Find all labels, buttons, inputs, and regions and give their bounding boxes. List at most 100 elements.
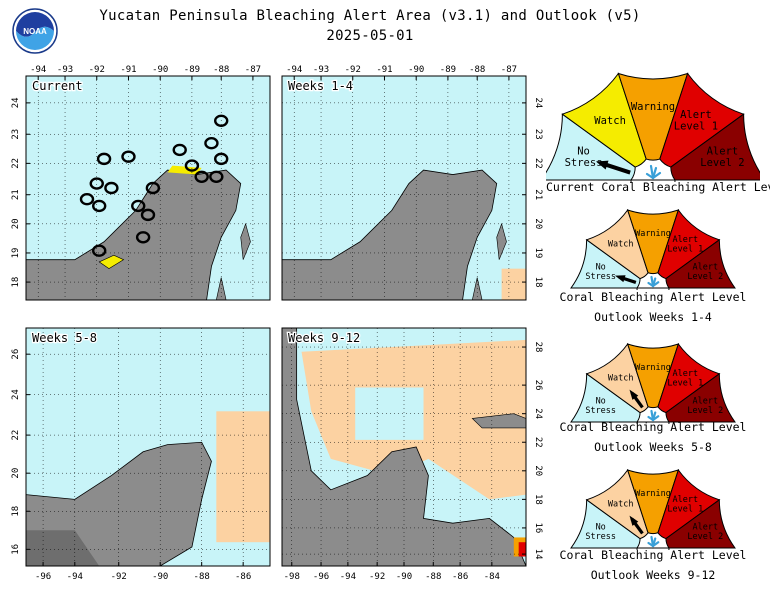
gauge-caption-weeks-1-4-line2: Outlook Weeks 1-4	[594, 310, 712, 324]
gauge-current: No Stress Watch Warning Alert Level 1 Alert Lev…	[540, 64, 766, 203]
lat-tick-label: 16	[533, 522, 543, 533]
stress-contour	[204, 136, 219, 150]
gauge-caption-weeks-9-12-line2: Outlook Weeks 9-12	[590, 568, 716, 582]
lat-tick-label: 21	[11, 189, 21, 200]
gauge-segment-alert2	[665, 238, 736, 289]
lon-tick-label: -94	[286, 65, 302, 75]
coral-icon	[647, 275, 660, 288]
lon-tick-label: -94	[30, 65, 46, 75]
gauge-label-no_stress: Stress	[585, 532, 616, 542]
lat-tick-label: 24	[533, 408, 543, 419]
lat-tick-label: 20	[533, 218, 543, 229]
lon-tick-label: -92	[369, 572, 385, 582]
gauge-label-watch: Watch	[608, 374, 634, 384]
gauge-label-no_stress: No	[596, 396, 606, 406]
gauge-caption-weeks-1-4-line1: Coral Bleaching Alert Level	[559, 290, 747, 304]
no-stress-gulf	[355, 387, 424, 440]
stress-contour	[79, 192, 95, 206]
lat-tick-label: 24	[11, 389, 21, 400]
gauge-label-alert1: Level 1	[667, 504, 703, 514]
lat-tick-label: 19	[11, 248, 21, 259]
stress-contour	[140, 208, 156, 222]
stress-contour	[96, 152, 112, 166]
watch-area-caribbean	[501, 268, 526, 300]
lon-tick-label: -88	[469, 65, 485, 75]
coral-branch	[651, 171, 662, 180]
map-frame	[25, 75, 271, 301]
gauge-label-no_stress: Stress	[565, 157, 603, 169]
gauge-label-alert2: Level 2	[687, 272, 723, 282]
lat-tick-label: 20	[533, 465, 543, 476]
gauge-segment-alert2	[665, 498, 736, 549]
gauge-label-no_stress: Stress	[585, 406, 616, 416]
cozumel-island	[496, 222, 507, 260]
lat-tick-label: 24	[11, 97, 21, 108]
map-panel-weeks-5-8: Weeks 5-8 -96 -94 -92 -90 -88 -86 16 18 20 22 24 26	[6, 322, 278, 588]
lat-tick-label: 18	[533, 494, 543, 505]
map-frame	[281, 75, 527, 301]
gauge-label-alert2: Level 2	[700, 157, 744, 169]
gauge-label-alert1: Alert	[673, 235, 699, 245]
lat-tick-label: 22	[11, 430, 21, 441]
map-frame	[25, 327, 271, 567]
lon-tick-label: -90	[396, 572, 412, 582]
lon-tick-label: -92	[345, 65, 361, 75]
gauge-label-alert1: Level 1	[674, 121, 718, 133]
gauge-caption-weeks-9-12-line1: Coral Bleaching Alert Level	[559, 548, 747, 562]
lon-tick-label: -91	[376, 65, 392, 75]
map-panel-weeks-9-12: Weeks 9-12 -98 -96 -94 -92 -90 -88 -86 -84 14 16 18…	[276, 322, 548, 588]
gauge-label-no_stress: No	[596, 262, 606, 272]
yucatan-land	[25, 169, 242, 301]
alert1-area	[518, 542, 526, 557]
coral-branch	[651, 415, 660, 422]
gauge-label-alert2: Level 2	[687, 532, 723, 542]
map-label: Current	[32, 79, 83, 93]
pacific-land-shade	[26, 530, 100, 566]
map-plot-area: Current -94 -93 -92 -91 -90 -89 -88 -87 18 19 20 21 2…	[11, 65, 271, 301]
lon-tick-label: -84	[484, 572, 500, 582]
lat-tick-label: 22	[533, 158, 543, 169]
gauge-label-alert1: Level 1	[667, 244, 703, 254]
lat-tick-label: 18	[11, 277, 21, 288]
lon-tick-label: -87	[501, 65, 517, 75]
map-label: Weeks 5-8	[32, 331, 97, 345]
lon-tick-label: -88	[425, 572, 441, 582]
lat-tick-label: 26	[533, 380, 543, 391]
map-panel-current: Current -94 -93 -92 -91 -90 -89 -88 -87 18 19 20 21 2…	[6, 58, 278, 322]
lon-tick-label: -94	[67, 572, 83, 582]
lat-tick-label: 18	[533, 277, 543, 288]
map-plot-area: Weeks 5-8 -96 -94 -92 -90 -88 -86 16 18 20 22 24 26	[11, 327, 271, 582]
coral-icon	[645, 164, 662, 180]
gauge-label-warning: Warning	[631, 101, 675, 113]
stress-contour	[145, 181, 161, 195]
lon-tick-label: -87	[245, 65, 261, 75]
gauge-label-alert1: Alert	[673, 495, 699, 505]
watch-area-north-coast	[167, 165, 202, 175]
gauge-label-watch: Watch	[608, 500, 634, 510]
gauge-label-watch: Watch	[594, 115, 626, 127]
gauge-label-warning: Warning	[635, 489, 671, 499]
gauge-label-no_stress: No	[577, 146, 590, 158]
lat-tick-label: 22	[11, 158, 21, 169]
lon-tick-label: -90	[152, 65, 168, 75]
gauge-weeks-1-4: No Stress Watch Warning Alert Level 1 Alert Lev…	[566, 202, 740, 305]
lon-tick-label: -90	[152, 572, 168, 582]
stress-contour	[213, 152, 229, 166]
gauge-label-no_stress: No	[596, 522, 606, 532]
gauge-label-alert1: Level 1	[667, 378, 703, 388]
lat-tick-label: 28	[533, 342, 543, 353]
gauge-label-alert2: Level 2	[687, 406, 723, 416]
stress-contour	[209, 170, 224, 184]
gauge-caption-weeks-5-8-line2: Outlook Weeks 5-8	[594, 440, 712, 454]
lat-tick-label: 23	[533, 129, 543, 140]
gauge-caption-weeks-5-8-line1: Coral Bleaching Alert Level	[559, 420, 747, 434]
gauge-label-no_stress: Stress	[585, 272, 616, 282]
lon-tick-label: -92	[111, 572, 127, 582]
lon-tick-label: -91	[120, 65, 136, 75]
gauge-label-alert2: Alert	[707, 146, 739, 158]
gauge-label-alert2: Alert	[693, 262, 719, 272]
stress-contour	[104, 181, 119, 195]
yucatan-land	[281, 169, 498, 301]
stress-contour	[213, 114, 229, 127]
gauge-segment-alert2	[665, 372, 736, 423]
